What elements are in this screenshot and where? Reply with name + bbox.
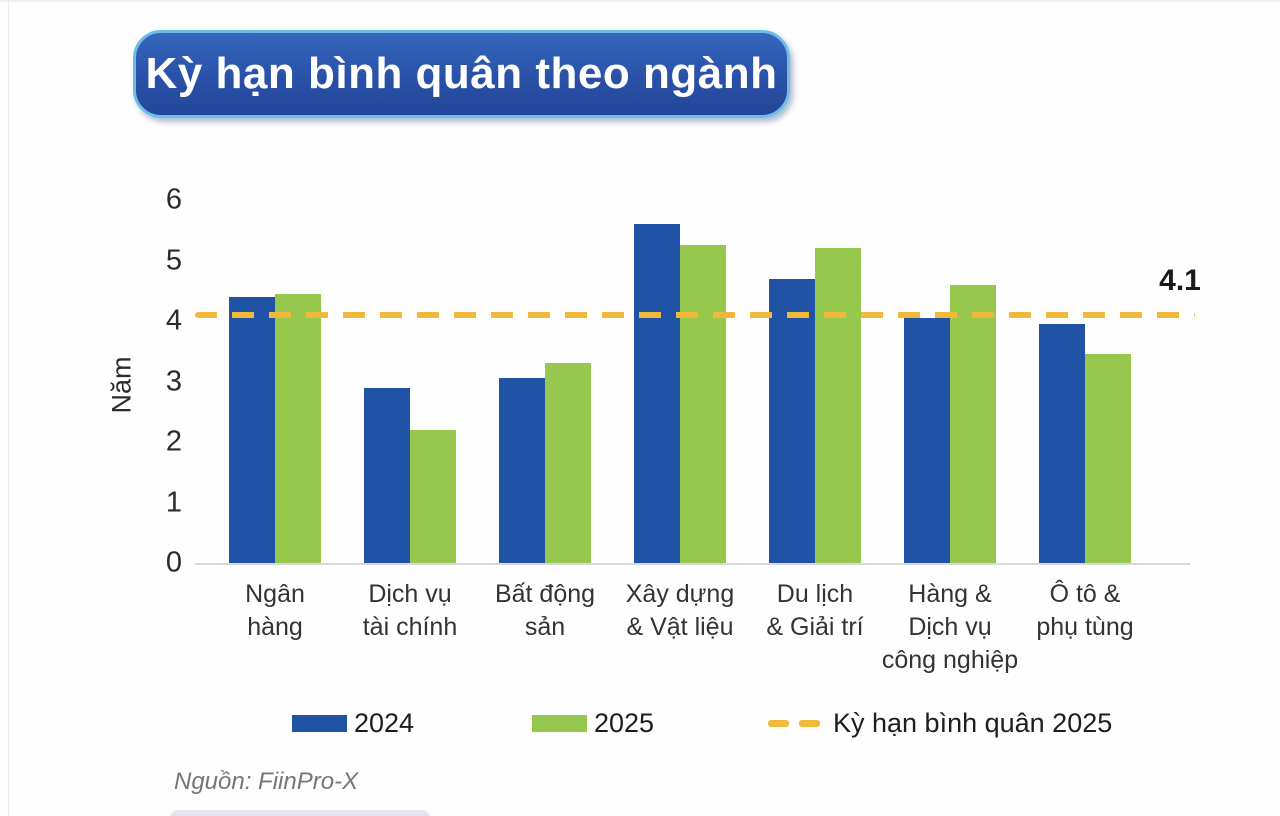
source-caption: Nguồn: FiinPro-X: [174, 768, 359, 795]
y-axis-ticks: 0 1 2 3 4 5 6: [130, 185, 182, 577]
bar-2025-category-2: [410, 429, 456, 563]
y-tick-label-6: 6: [165, 183, 182, 216]
chart-title: Kỳ hạn bình quân theo ngành: [145, 49, 778, 98]
y-tick-label-5: 5: [165, 244, 182, 276]
chart-title-badge: Kỳ hạn bình quân theo ngành: [133, 30, 790, 118]
y-tick-label-2: 2: [165, 425, 182, 458]
x-axis-label-5: Du lịch & Giải trí: [766, 580, 864, 641]
legend-item-reference-line: Kỳ hạn bình quân 2025: [768, 702, 1112, 744]
legend-label-reference-line: Kỳ hạn bình quân 2025: [833, 707, 1113, 738]
bar-2025-category-6: [950, 284, 996, 563]
legend-item-2024: 2024: [292, 702, 414, 744]
x-axis-label-3: Bất động sản: [494, 580, 596, 641]
bar-2024-category-1: [229, 296, 275, 563]
legend-label-2025: 2025: [594, 707, 655, 738]
legend-dash-icon: [768, 719, 789, 727]
legend-swatch-2024: [292, 714, 347, 732]
next-section-edge: [170, 810, 430, 816]
bar-2025-category-4: [680, 245, 726, 563]
x-axis-label-6: Hàng & Dịch vụ công nghiệp: [881, 580, 1019, 674]
left-edge-line: [8, 0, 9, 816]
x-axis-label-1: Ngân hàng: [245, 580, 305, 641]
bar-2024-category-5: [769, 278, 815, 563]
reference-dashed-line: [195, 311, 1195, 318]
legend-dash-icon: [799, 719, 820, 727]
legend-swatch-2025: [532, 714, 587, 732]
bar-2024-category-6: [904, 317, 950, 563]
bar-2024-category-2: [364, 387, 410, 563]
legend-item-2025: 2025: [532, 702, 654, 744]
bar-2025-category-7: [1085, 354, 1131, 563]
bar-2025-category-3: [545, 363, 591, 563]
bar-2025-category-1: [275, 293, 321, 563]
y-tick-label-0: 0: [165, 546, 182, 579]
reference-line-value-label: 4.1: [1159, 264, 1201, 297]
plot-area: [195, 200, 1190, 565]
top-edge-line: [0, 0, 1280, 2]
bar-2024-category-7: [1039, 324, 1085, 563]
x-axis-label-4: Xây dựng & Vật liệu: [625, 580, 735, 641]
x-axis-label-2: Dịch vụ tài chính: [362, 580, 458, 641]
bar-2024-category-3: [499, 378, 545, 563]
chart-legend: 2024 2025 Kỳ hạn bình quân 2025: [0, 702, 1280, 744]
bar-2024-category-4: [634, 224, 680, 563]
legend-label-2024: 2024: [354, 707, 415, 738]
y-tick-label-1: 1: [165, 486, 182, 518]
y-tick-label-4: 4: [165, 304, 182, 337]
y-tick-label-3: 3: [165, 365, 182, 397]
x-axis-label-7: Ô tô & phụ tùng: [1036, 580, 1134, 641]
bar-2025-category-5: [815, 248, 861, 563]
